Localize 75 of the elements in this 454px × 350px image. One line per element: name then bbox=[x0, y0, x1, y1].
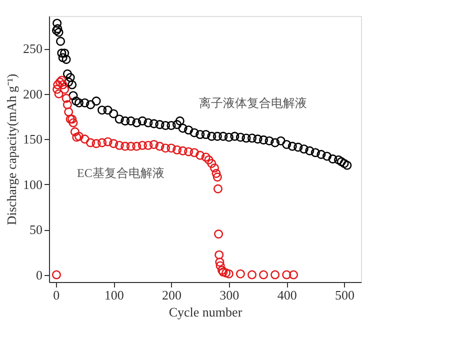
point bbox=[190, 148, 199, 158]
point bbox=[68, 114, 77, 124]
y-tick-label: 50 bbox=[30, 222, 42, 238]
point bbox=[138, 140, 147, 150]
point bbox=[184, 147, 194, 156]
x-axis-title: Cycle number bbox=[168, 304, 243, 320]
point bbox=[210, 163, 220, 173]
point bbox=[270, 270, 280, 280]
y-tick-label: 200 bbox=[23, 86, 42, 102]
point bbox=[222, 268, 231, 278]
point bbox=[213, 184, 222, 194]
x-tick-label: 500 bbox=[335, 288, 355, 302]
point bbox=[54, 89, 64, 98]
point bbox=[57, 76, 66, 85]
point bbox=[212, 168, 221, 178]
series-label: EC基复合电解液 bbox=[77, 166, 164, 180]
point bbox=[120, 142, 130, 151]
point bbox=[178, 146, 188, 156]
point bbox=[172, 145, 182, 154]
point bbox=[66, 114, 75, 124]
point bbox=[80, 134, 90, 144]
point bbox=[247, 270, 257, 280]
point bbox=[155, 142, 164, 151]
point bbox=[98, 138, 107, 148]
point bbox=[109, 139, 118, 148]
point bbox=[126, 142, 136, 151]
point bbox=[196, 150, 205, 160]
point bbox=[68, 118, 78, 128]
point bbox=[132, 142, 142, 151]
point bbox=[160, 144, 170, 153]
x-tick-label: 0 bbox=[53, 288, 60, 302]
point bbox=[214, 230, 224, 239]
point bbox=[114, 140, 124, 150]
y-tick-label: 100 bbox=[23, 176, 42, 192]
y-tick-label: 250 bbox=[23, 41, 42, 56]
point bbox=[62, 94, 71, 103]
point bbox=[70, 127, 80, 136]
point bbox=[64, 107, 74, 116]
point bbox=[86, 138, 96, 148]
point bbox=[289, 270, 298, 280]
point bbox=[62, 100, 72, 110]
x-tick-label: 400 bbox=[277, 288, 297, 302]
point bbox=[207, 158, 216, 168]
y-tick-label: 150 bbox=[23, 132, 42, 147]
point bbox=[74, 132, 84, 141]
point bbox=[103, 137, 112, 146]
point bbox=[201, 152, 210, 162]
point bbox=[224, 269, 234, 278]
point bbox=[72, 132, 82, 142]
point bbox=[216, 261, 225, 270]
point bbox=[53, 80, 62, 90]
point bbox=[212, 172, 222, 182]
point bbox=[55, 78, 64, 87]
point bbox=[60, 84, 70, 94]
point bbox=[282, 270, 292, 280]
point bbox=[166, 144, 176, 153]
point bbox=[92, 139, 101, 148]
point bbox=[144, 140, 153, 150]
x-tick-label: 300 bbox=[220, 288, 240, 302]
point bbox=[218, 268, 228, 277]
point bbox=[52, 84, 62, 94]
point bbox=[215, 258, 224, 267]
point bbox=[236, 269, 245, 278]
point bbox=[149, 140, 158, 149]
y-axis-title: Discharge capacity(mAh g⁻¹) bbox=[4, 74, 19, 226]
series-label: 离子液体复合电解液 bbox=[199, 96, 307, 110]
point bbox=[259, 270, 268, 280]
point bbox=[58, 80, 68, 90]
x-tick-label: 200 bbox=[162, 288, 182, 302]
x-tick-label: 100 bbox=[104, 288, 124, 302]
y-tick-label: 0 bbox=[36, 267, 42, 282]
point bbox=[214, 250, 224, 260]
point bbox=[204, 155, 214, 164]
point bbox=[217, 266, 227, 275]
point bbox=[52, 270, 62, 280]
